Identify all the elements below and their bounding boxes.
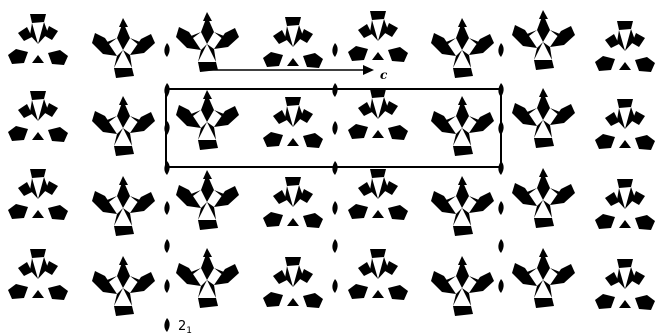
molecule-blue xyxy=(92,176,155,236)
molecule-blue xyxy=(512,88,575,148)
molecule-blue xyxy=(176,12,239,72)
molecule-red xyxy=(592,99,658,157)
molecule-blue xyxy=(431,96,494,156)
molecule-red xyxy=(592,21,658,79)
molecule-blue xyxy=(176,248,239,308)
molecule-red xyxy=(345,89,411,147)
molecule-red xyxy=(345,249,411,307)
molecule-blue xyxy=(512,168,575,228)
screw-axis-markers xyxy=(164,43,503,332)
molecule-blue xyxy=(512,248,575,308)
molecule-red xyxy=(260,257,326,315)
molecule-red xyxy=(5,14,71,72)
molecule-blue xyxy=(431,18,494,78)
molecule-blue xyxy=(92,96,155,156)
molecule-red xyxy=(345,169,411,227)
screw-axis-label-subscript: 1 xyxy=(186,326,192,334)
molecule-red xyxy=(260,97,326,155)
molecule-red xyxy=(5,91,71,149)
molecule-blue xyxy=(176,90,239,150)
molecule-red xyxy=(260,177,326,235)
molecule-red xyxy=(5,249,71,307)
c-axis-label: c xyxy=(380,68,388,82)
molecule-red xyxy=(5,169,71,227)
screw-axis-label: 21 xyxy=(178,319,192,334)
molecule-red xyxy=(260,17,326,75)
molecule-blue xyxy=(431,256,494,316)
screw-axis-label-number: 2 xyxy=(178,319,186,334)
c-axis-arrow xyxy=(206,65,374,75)
molecule-red xyxy=(592,259,658,317)
molecule-blue xyxy=(176,170,239,230)
molecule-blue xyxy=(92,256,155,316)
molecule-blue xyxy=(92,18,155,78)
molecule-blue xyxy=(431,176,494,236)
molecule-blue xyxy=(512,10,575,70)
molecule-red xyxy=(345,11,411,69)
molecule-red xyxy=(592,179,658,237)
